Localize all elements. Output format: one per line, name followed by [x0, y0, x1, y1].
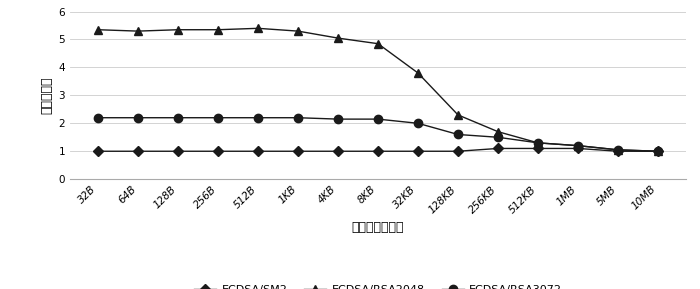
ECDSA/RSA2048 — [614, 148, 622, 151]
ECDSA/RSA3072 — [654, 149, 662, 153]
ECDSA/RSA2048 — [654, 149, 662, 153]
ECDSA/RSA2048 — [414, 71, 422, 75]
ECDSA/RSA3072 — [134, 116, 142, 119]
ECDSA/RSA2048 — [254, 27, 262, 30]
ECDSA/RSA2048 — [294, 29, 302, 33]
ECDSA/RSA3072 — [254, 116, 262, 119]
Line: ECDSA/SM2: ECDSA/SM2 — [94, 145, 662, 155]
Y-axis label: 运算时间比: 运算时间比 — [40, 77, 53, 114]
ECDSA/RSA3072 — [494, 136, 502, 139]
ECDSA/RSA3072 — [334, 117, 342, 121]
ECDSA/RSA2048 — [134, 29, 142, 33]
ECDSA/RSA3072 — [454, 133, 462, 136]
ECDSA/RSA3072 — [374, 117, 382, 121]
ECDSA/SM2 — [334, 149, 342, 153]
ECDSA/SM2 — [454, 149, 462, 153]
ECDSA/SM2 — [614, 149, 622, 153]
ECDSA/SM2 — [174, 149, 182, 153]
Line: ECDSA/RSA2048: ECDSA/RSA2048 — [94, 24, 662, 155]
ECDSA/SM2 — [534, 147, 542, 150]
ECDSA/RSA2048 — [574, 144, 582, 147]
ECDSA/SM2 — [214, 149, 222, 153]
Line: ECDSA/RSA3072: ECDSA/RSA3072 — [94, 114, 662, 155]
ECDSA/RSA3072 — [174, 116, 182, 119]
ECDSA/RSA3072 — [214, 116, 222, 119]
X-axis label: 处理数据量大小: 处理数据量大小 — [351, 221, 405, 234]
ECDSA/RSA2048 — [454, 113, 462, 117]
ECDSA/RSA2048 — [534, 141, 542, 144]
ECDSA/SM2 — [94, 149, 102, 153]
ECDSA/SM2 — [414, 149, 422, 153]
ECDSA/RSA3072 — [414, 122, 422, 125]
ECDSA/RSA3072 — [574, 144, 582, 147]
ECDSA/SM2 — [654, 149, 662, 153]
ECDSA/RSA2048 — [214, 28, 222, 32]
ECDSA/SM2 — [294, 149, 302, 153]
ECDSA/RSA2048 — [494, 130, 502, 134]
ECDSA/RSA2048 — [334, 36, 342, 40]
ECDSA/SM2 — [254, 149, 262, 153]
ECDSA/SM2 — [494, 147, 502, 150]
Legend: ECDSA/SM2, ECDSA/RSA2048, ECDSA/RSA3072: ECDSA/SM2, ECDSA/RSA2048, ECDSA/RSA3072 — [189, 280, 567, 289]
ECDSA/SM2 — [374, 149, 382, 153]
ECDSA/RSA2048 — [374, 42, 382, 45]
ECDSA/RSA2048 — [174, 28, 182, 32]
ECDSA/RSA3072 — [94, 116, 102, 119]
ECDSA/SM2 — [574, 147, 582, 150]
ECDSA/RSA2048 — [94, 28, 102, 32]
ECDSA/RSA3072 — [614, 148, 622, 151]
ECDSA/SM2 — [134, 149, 142, 153]
ECDSA/RSA3072 — [294, 116, 302, 119]
ECDSA/RSA3072 — [534, 141, 542, 144]
